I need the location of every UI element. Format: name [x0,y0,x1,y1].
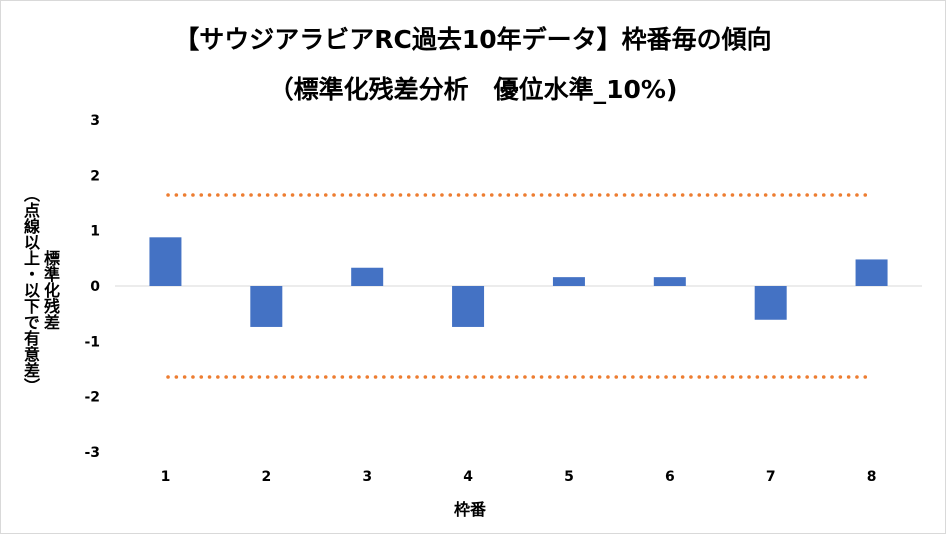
y-tick-label: 1 [90,224,100,240]
y-tick-label: -3 [84,445,100,461]
x-tick-label: 8 [867,469,877,485]
bar-6 [653,277,686,286]
y-tick-label: 3 [90,113,100,129]
x-tick-label: 2 [261,469,271,485]
bar-2 [250,286,283,327]
bar-3 [351,267,384,286]
chart-subtitle: （標準化残差分析 優位水準_10%) [268,75,678,104]
x-tick-label: 5 [564,469,574,485]
bar-7 [754,286,787,320]
y-axis-label-line1: 標準化残差 [41,250,60,330]
x-tick-label: 3 [362,469,372,485]
x-tick-label: 1 [161,469,171,485]
y-tick-label: -2 [84,390,100,406]
x-tick-label: 6 [665,469,675,485]
x-tick-label: 4 [463,469,473,485]
y-axis-label-line2: （点線以上・以下で有意差） [21,186,40,394]
bar-8 [855,259,888,286]
y-tick-label: 2 [90,168,100,184]
y-tick-label: 0 [90,279,100,295]
y-tick-label: -1 [84,334,100,350]
bar-4 [452,286,485,327]
x-tick-label: 7 [766,469,776,485]
chart-title: 【サウジアラビアRC過去10年データ】枠番毎の傾向 [174,25,772,54]
y-axis-label: 標準化残差 （点線以上・以下で有意差） [20,170,60,410]
bar-5 [552,277,585,286]
bar-1 [149,237,182,286]
x-axis-label: 枠番 [453,500,486,519]
